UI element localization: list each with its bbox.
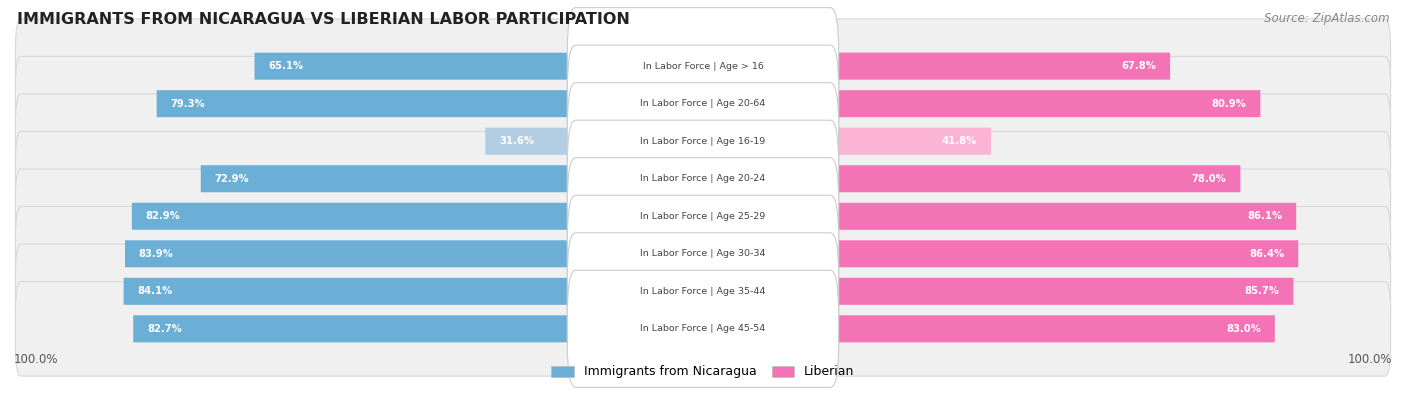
Text: In Labor Force | Age > 16: In Labor Force | Age > 16 bbox=[643, 62, 763, 71]
Text: 83.9%: 83.9% bbox=[139, 249, 173, 259]
FancyBboxPatch shape bbox=[567, 195, 839, 312]
FancyBboxPatch shape bbox=[15, 244, 1391, 339]
Text: 31.6%: 31.6% bbox=[499, 136, 534, 146]
Text: 84.1%: 84.1% bbox=[138, 286, 173, 296]
Text: In Labor Force | Age 20-24: In Labor Force | Age 20-24 bbox=[640, 174, 766, 183]
Text: In Labor Force | Age 25-29: In Labor Force | Age 25-29 bbox=[640, 212, 766, 221]
Text: 85.7%: 85.7% bbox=[1244, 286, 1279, 296]
Text: 78.0%: 78.0% bbox=[1192, 174, 1226, 184]
FancyBboxPatch shape bbox=[703, 278, 1294, 305]
Text: 82.9%: 82.9% bbox=[146, 211, 180, 221]
FancyBboxPatch shape bbox=[15, 169, 1391, 263]
Text: 86.4%: 86.4% bbox=[1250, 249, 1285, 259]
FancyBboxPatch shape bbox=[567, 83, 839, 200]
Text: In Labor Force | Age 45-54: In Labor Force | Age 45-54 bbox=[640, 324, 766, 333]
Text: IMMIGRANTS FROM NICARAGUA VS LIBERIAN LABOR PARTICIPATION: IMMIGRANTS FROM NICARAGUA VS LIBERIAN LA… bbox=[17, 12, 630, 27]
FancyBboxPatch shape bbox=[132, 203, 703, 230]
FancyBboxPatch shape bbox=[15, 132, 1391, 226]
FancyBboxPatch shape bbox=[15, 207, 1391, 301]
FancyBboxPatch shape bbox=[567, 158, 839, 275]
Text: 86.1%: 86.1% bbox=[1247, 211, 1282, 221]
FancyBboxPatch shape bbox=[485, 128, 703, 155]
Text: 82.7%: 82.7% bbox=[148, 324, 181, 334]
Text: 80.9%: 80.9% bbox=[1212, 99, 1247, 109]
Text: 72.9%: 72.9% bbox=[215, 174, 249, 184]
FancyBboxPatch shape bbox=[567, 270, 839, 387]
FancyBboxPatch shape bbox=[703, 128, 991, 155]
Text: In Labor Force | Age 20-64: In Labor Force | Age 20-64 bbox=[640, 99, 766, 108]
FancyBboxPatch shape bbox=[15, 282, 1391, 376]
FancyBboxPatch shape bbox=[703, 165, 1240, 192]
Text: In Labor Force | Age 30-34: In Labor Force | Age 30-34 bbox=[640, 249, 766, 258]
Text: 100.0%: 100.0% bbox=[1347, 353, 1392, 366]
FancyBboxPatch shape bbox=[567, 45, 839, 162]
FancyBboxPatch shape bbox=[134, 315, 703, 342]
Text: 83.0%: 83.0% bbox=[1226, 324, 1261, 334]
FancyBboxPatch shape bbox=[703, 315, 1275, 342]
Text: 65.1%: 65.1% bbox=[269, 61, 304, 71]
FancyBboxPatch shape bbox=[156, 90, 703, 117]
Text: 67.8%: 67.8% bbox=[1122, 61, 1156, 71]
FancyBboxPatch shape bbox=[15, 19, 1391, 113]
FancyBboxPatch shape bbox=[15, 94, 1391, 188]
Text: 100.0%: 100.0% bbox=[14, 353, 59, 366]
FancyBboxPatch shape bbox=[125, 240, 703, 267]
FancyBboxPatch shape bbox=[124, 278, 703, 305]
FancyBboxPatch shape bbox=[254, 53, 703, 80]
FancyBboxPatch shape bbox=[703, 90, 1260, 117]
FancyBboxPatch shape bbox=[201, 165, 703, 192]
Text: In Labor Force | Age 16-19: In Labor Force | Age 16-19 bbox=[640, 137, 766, 146]
Text: In Labor Force | Age 35-44: In Labor Force | Age 35-44 bbox=[640, 287, 766, 296]
FancyBboxPatch shape bbox=[703, 240, 1298, 267]
Text: 41.8%: 41.8% bbox=[942, 136, 977, 146]
Text: Source: ZipAtlas.com: Source: ZipAtlas.com bbox=[1264, 12, 1389, 25]
Text: 79.3%: 79.3% bbox=[170, 99, 205, 109]
FancyBboxPatch shape bbox=[15, 56, 1391, 151]
FancyBboxPatch shape bbox=[703, 53, 1170, 80]
FancyBboxPatch shape bbox=[567, 8, 839, 125]
Legend: Immigrants from Nicaragua, Liberian: Immigrants from Nicaragua, Liberian bbox=[547, 360, 859, 384]
FancyBboxPatch shape bbox=[567, 233, 839, 350]
FancyBboxPatch shape bbox=[703, 203, 1296, 230]
FancyBboxPatch shape bbox=[567, 120, 839, 237]
